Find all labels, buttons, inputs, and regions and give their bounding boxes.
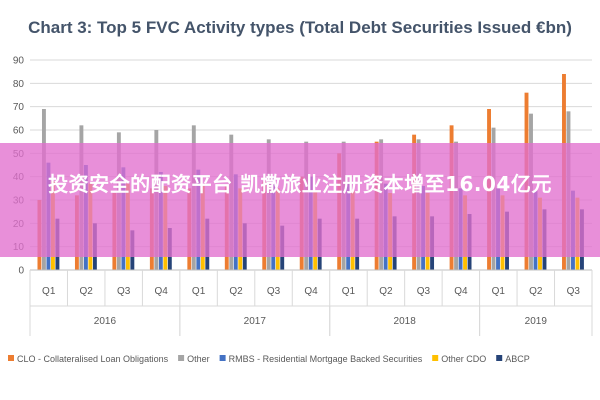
x-tick-label: Q4 — [154, 286, 168, 297]
x-tick-label: Q4 — [454, 286, 468, 297]
x-tick-label: Q2 — [80, 286, 94, 297]
x-tick-label: Q3 — [117, 286, 131, 297]
x-tick-label: Q1 — [492, 286, 506, 297]
y-tick-label: 90 — [13, 56, 25, 67]
x-tick-label: Q3 — [417, 286, 431, 297]
x-tick-label: Q2 — [529, 286, 543, 297]
year-label: 2016 — [94, 316, 117, 327]
overlay-banner — [0, 143, 600, 257]
x-tick-label: Q1 — [42, 286, 56, 297]
year-label: 2017 — [244, 316, 267, 327]
overlay-headline: 投资安全的配资平台 凯撒旅业注册资本增至16.04亿元 — [48, 172, 552, 196]
legend-swatch — [8, 355, 14, 361]
legend-swatch — [432, 355, 439, 361]
legend-swatch — [496, 355, 503, 361]
legend-label: ABCP — [505, 354, 530, 364]
x-axis: Q1 Q2 Q3 Q4 Q1 Q2 Q3 Q4 Q1 Q2 Q3 Q4 Q1 Q2 Q3 2016 2017 20… — [29, 269, 593, 336]
chart-title: Chart 3: Top 5 FVC Activity types (Total… — [28, 18, 572, 37]
legend-label: RMBS - Residential Mortgage Backed Secur… — [229, 354, 423, 364]
legend-label: Other CDO — [441, 354, 486, 364]
legend: CLO - Collateralised Loan Obligations Oth… — [8, 354, 530, 364]
y-tick-label: 0 — [18, 266, 24, 277]
legend-label: CLO - Collateralised Loan Obligations — [17, 354, 169, 364]
legend-swatch — [219, 355, 226, 361]
legend-swatch — [178, 355, 185, 361]
x-tick-label: Q2 — [379, 286, 393, 297]
y-tick-label: 80 — [13, 79, 25, 90]
x-tick-label: Q3 — [567, 286, 581, 297]
x-tick-label: Q3 — [267, 286, 281, 297]
x-tick-label: Q1 — [192, 286, 206, 297]
x-tick-label: Q4 — [304, 286, 318, 297]
x-tick-label: Q1 — [342, 286, 356, 297]
y-tick-label: 60 — [13, 126, 25, 137]
year-label: 2019 — [525, 316, 548, 327]
y-tick-label: 70 — [13, 102, 25, 113]
year-label: 2018 — [394, 316, 417, 327]
x-tick-label: Q2 — [229, 286, 243, 297]
legend-label: Other — [187, 354, 210, 364]
